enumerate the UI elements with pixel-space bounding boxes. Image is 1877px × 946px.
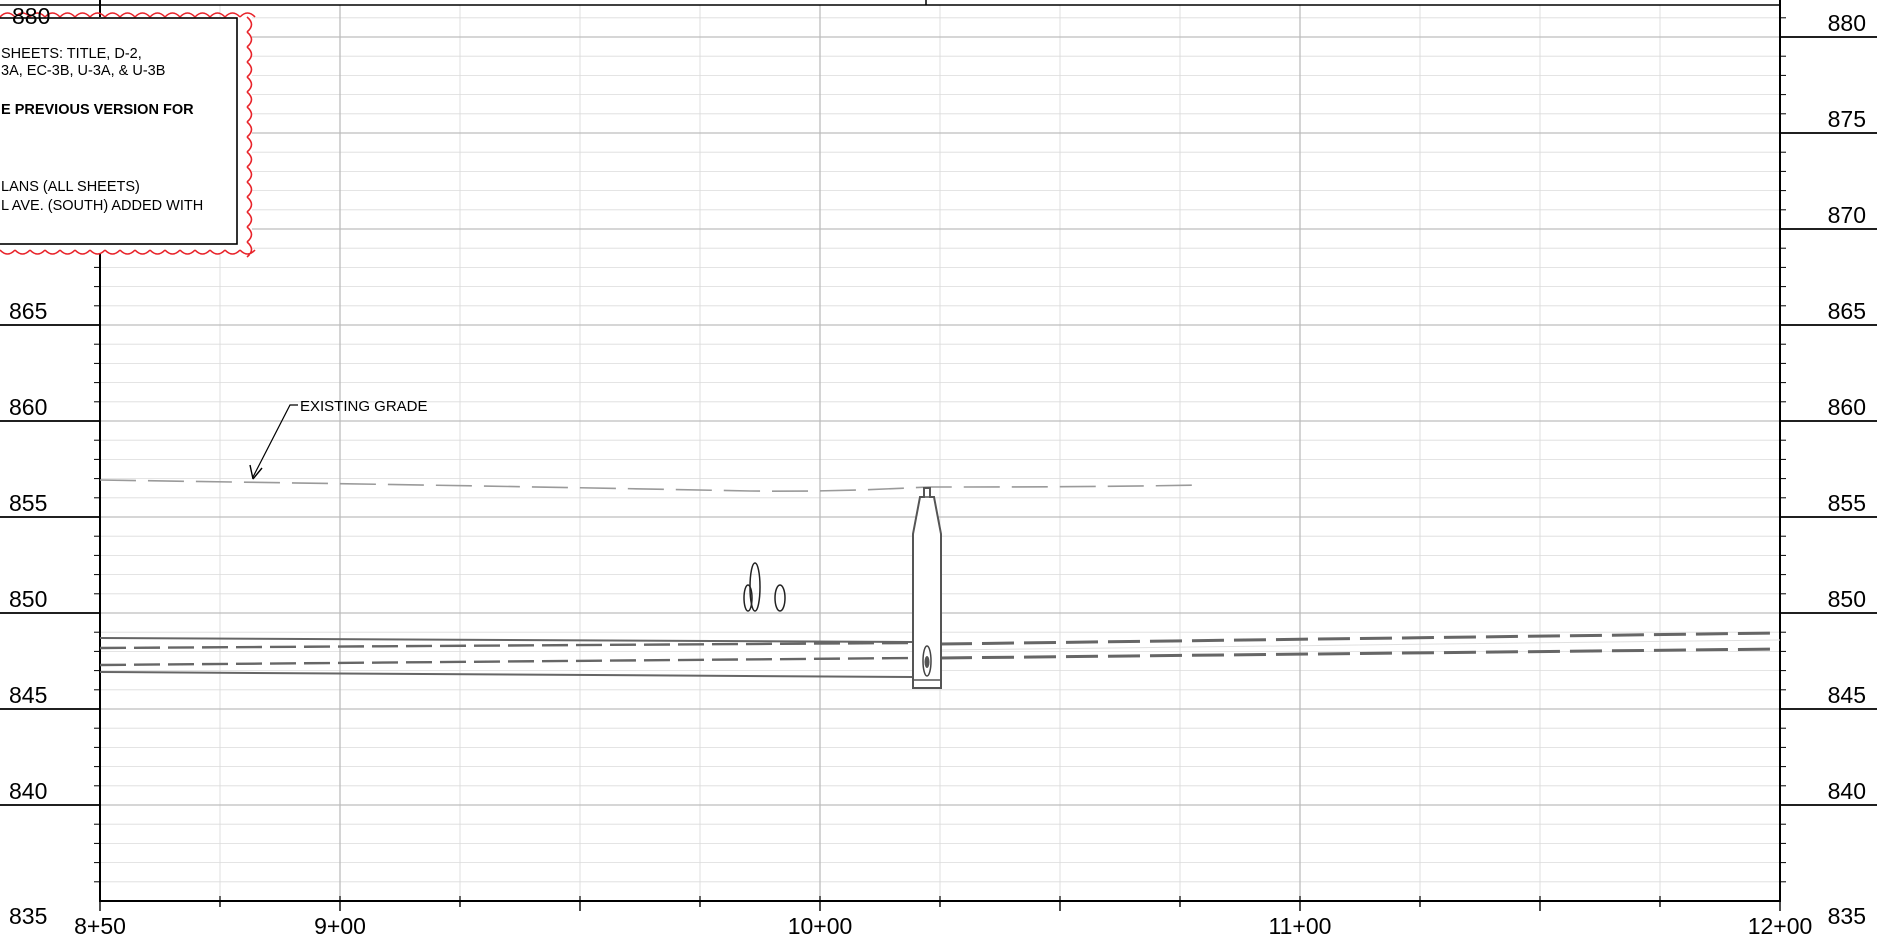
right-elevation-ticks	[1780, 17, 1877, 883]
pipe-left-outer-bottom	[99, 671, 913, 678]
pipe-left-inner-top	[99, 641, 913, 650]
right-elevation-label: 870	[1828, 202, 1866, 228]
revision-note-line-5: L AVE. (SOUTH) ADDED WITH	[1, 198, 203, 214]
revision-note-line-2: 3A, EC-3B, U-3A, & U-3B	[1, 63, 165, 79]
right-elevation-label: 875	[1828, 106, 1866, 132]
revision-note-line-1: SHEETS: TITLE, D-2,	[1, 46, 142, 62]
right-elevation-label: 840	[1828, 778, 1866, 804]
right-elevation-labels: 880 875 870 865 860 855 850 845 840 835	[1828, 10, 1866, 929]
pipe-left-inner-bottom	[99, 656, 913, 667]
station-label: 8+50	[74, 913, 126, 939]
top-left-partial-elevation: 880	[12, 3, 50, 29]
pipe-right-shadow	[939, 639, 1781, 651]
pipe-left-outer-top	[99, 637, 913, 643]
left-elevation-label: 860	[9, 394, 47, 420]
left-elevation-labels: 865 860 855 850 845 840 835	[9, 298, 47, 929]
station-label: 9+00	[314, 913, 366, 939]
revision-cloud-scallops	[0, 12, 256, 258]
left-elevation-label: 850	[9, 586, 47, 612]
right-elevation-label: 845	[1828, 682, 1866, 708]
right-elevation-label: 835	[1828, 903, 1866, 929]
leader-arrowhead	[249, 464, 263, 480]
revision-cloud	[0, 12, 256, 258]
right-elevation-label: 880	[1828, 10, 1866, 36]
right-elevation-label: 865	[1828, 298, 1866, 324]
existing-grade-leader	[252, 404, 298, 478]
existing-grade-line	[99, 479, 1201, 492]
left-elevation-label: 835	[9, 903, 47, 929]
left-elevation-label: 865	[9, 298, 47, 324]
revision-note-line-3: E PREVIOUS VERSION FOR	[1, 102, 194, 118]
utility-crossings	[743, 562, 786, 612]
pipe-right-top	[939, 631, 1781, 646]
station-labels: 8+50 9+00 10+00 11+00 12+00	[74, 913, 1812, 939]
manhole-structure	[912, 487, 942, 689]
station-ticks	[99, 896, 1781, 911]
station-label: 11+00	[1269, 913, 1332, 939]
revision-note-box	[0, 17, 238, 245]
station-label: 10+00	[788, 913, 853, 939]
right-elevation-label: 855	[1828, 490, 1866, 516]
revision-note: 880 SHEETS: TITLE, D-2, 3A, EC-3B, U-3A,…	[0, 3, 256, 258]
revision-note-line-4: LANS (ALL SHEETS)	[1, 179, 140, 195]
left-elevation-label: 840	[9, 778, 47, 804]
left-elevation-label: 845	[9, 682, 47, 708]
right-elevation-label: 850	[1828, 586, 1866, 612]
pipe-right-bottom	[939, 647, 1781, 660]
manhole-invert-ellipse	[922, 645, 932, 677]
right-elevation-label: 860	[1828, 394, 1866, 420]
station-label: 12+00	[1748, 913, 1813, 939]
minor-grid-lines	[100, 5, 1780, 901]
existing-grade-label: EXISTING GRADE	[300, 398, 428, 415]
left-elevation-label: 855	[9, 490, 47, 516]
